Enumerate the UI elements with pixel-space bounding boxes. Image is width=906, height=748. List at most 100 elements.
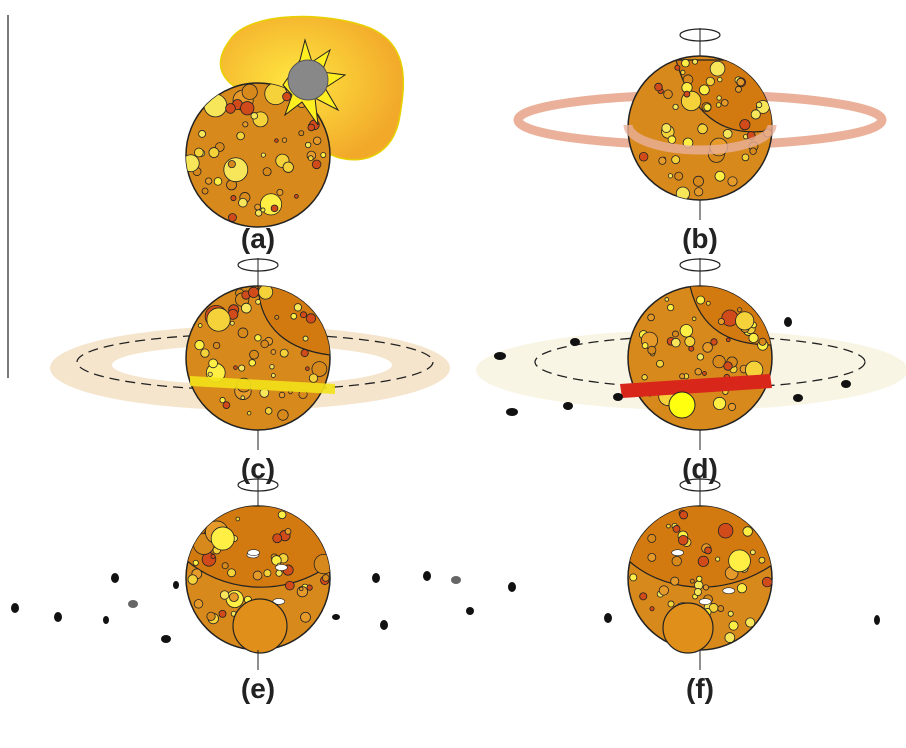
crater xyxy=(280,349,288,357)
panel-label: (e) xyxy=(241,673,275,704)
crater xyxy=(716,103,721,108)
debris-piece xyxy=(506,408,518,416)
debris-piece xyxy=(563,402,573,410)
crater xyxy=(256,299,261,304)
crater xyxy=(671,338,680,347)
crater xyxy=(703,585,708,590)
crater xyxy=(659,586,668,595)
crater xyxy=(682,59,690,67)
crater xyxy=(759,338,766,345)
crater xyxy=(294,304,301,311)
basin xyxy=(233,599,287,653)
crater xyxy=(684,91,690,97)
panel-label: (a) xyxy=(241,223,275,254)
crater xyxy=(640,593,647,600)
crater xyxy=(648,346,656,354)
crater xyxy=(285,581,294,590)
crater xyxy=(746,618,755,627)
crater xyxy=(306,367,310,371)
crater xyxy=(728,611,733,616)
crater xyxy=(737,584,746,593)
crater xyxy=(680,374,685,379)
debris-piece xyxy=(380,620,388,630)
crater xyxy=(277,189,283,195)
crater xyxy=(718,606,724,612)
crater xyxy=(228,569,236,577)
crater xyxy=(273,534,282,543)
crater xyxy=(231,195,236,200)
crater xyxy=(214,178,222,186)
debris-piece xyxy=(161,635,171,643)
ice-patch xyxy=(699,599,711,605)
crater xyxy=(308,156,313,161)
crater xyxy=(241,303,251,313)
crater xyxy=(659,157,666,164)
crater xyxy=(675,172,683,180)
debris-piece xyxy=(604,613,612,623)
crater xyxy=(685,337,695,347)
crater xyxy=(650,607,654,611)
crater xyxy=(648,314,655,321)
crater xyxy=(710,61,725,76)
crater xyxy=(248,287,258,297)
debris-piece xyxy=(332,614,340,620)
crater xyxy=(241,396,245,400)
crater xyxy=(750,148,757,155)
crater xyxy=(239,198,248,207)
debris-piece xyxy=(372,573,380,583)
crater xyxy=(322,575,329,582)
crater xyxy=(630,574,637,581)
crater xyxy=(695,188,703,196)
crater xyxy=(275,139,279,143)
crater xyxy=(220,591,229,600)
crater xyxy=(729,621,738,630)
crater xyxy=(673,104,678,109)
crater xyxy=(737,308,741,312)
crater xyxy=(305,142,310,147)
crater xyxy=(195,340,204,349)
crater xyxy=(724,362,732,370)
crater xyxy=(291,313,297,319)
debris-piece xyxy=(128,600,138,608)
crater xyxy=(279,392,285,398)
debris-piece xyxy=(793,394,803,402)
crater xyxy=(742,154,749,161)
crater xyxy=(692,317,696,321)
crater xyxy=(271,205,278,212)
debris-piece xyxy=(111,573,119,583)
crater xyxy=(209,148,219,158)
crater xyxy=(673,525,680,532)
crater xyxy=(671,577,679,585)
crater xyxy=(668,601,674,607)
crater xyxy=(672,556,682,566)
crater xyxy=(253,571,262,580)
crater xyxy=(228,160,235,167)
crater xyxy=(705,547,712,554)
crater xyxy=(307,585,312,590)
crater xyxy=(283,92,291,100)
crater xyxy=(204,94,227,117)
crater xyxy=(243,122,248,127)
debris-piece xyxy=(466,607,474,615)
crater xyxy=(672,331,678,337)
crater xyxy=(695,368,702,375)
crater xyxy=(207,308,230,331)
debris-piece xyxy=(494,352,506,360)
debris-piece xyxy=(841,380,851,388)
crater xyxy=(283,162,293,172)
crater xyxy=(255,204,261,210)
crater xyxy=(261,340,269,348)
crater xyxy=(693,176,703,186)
crater xyxy=(228,213,236,221)
debris-piece xyxy=(11,603,19,613)
crater xyxy=(737,78,745,86)
panel-label: (f) xyxy=(686,673,714,704)
crater xyxy=(715,171,725,181)
crater xyxy=(669,392,695,418)
crater xyxy=(314,554,333,573)
crater xyxy=(241,102,254,115)
crater xyxy=(234,366,238,370)
crater xyxy=(220,397,225,402)
crater xyxy=(211,554,215,558)
crater xyxy=(706,77,714,85)
